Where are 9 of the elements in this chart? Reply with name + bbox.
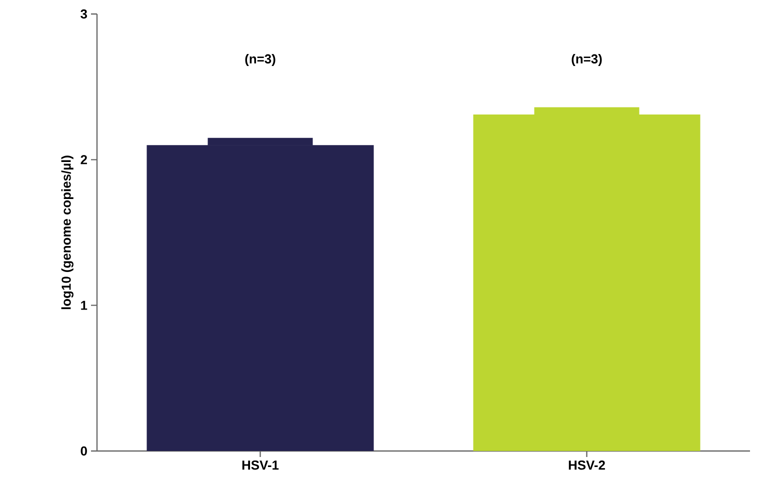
y-tick-label: 3 bbox=[80, 9, 88, 19]
x-tick-label: HSV-1 bbox=[242, 460, 279, 470]
y-tick-label: 2 bbox=[80, 155, 87, 164]
y-tick-label: 0 bbox=[80, 446, 87, 456]
annotation: (n=3) bbox=[245, 54, 276, 66]
x-tick-label: HSV-2 bbox=[568, 460, 605, 470]
annotation: (n=3) bbox=[572, 54, 602, 66]
y-axis-title: log10 (genome copies/µl) bbox=[61, 156, 74, 310]
y-tick-label: 1 bbox=[81, 300, 88, 310]
